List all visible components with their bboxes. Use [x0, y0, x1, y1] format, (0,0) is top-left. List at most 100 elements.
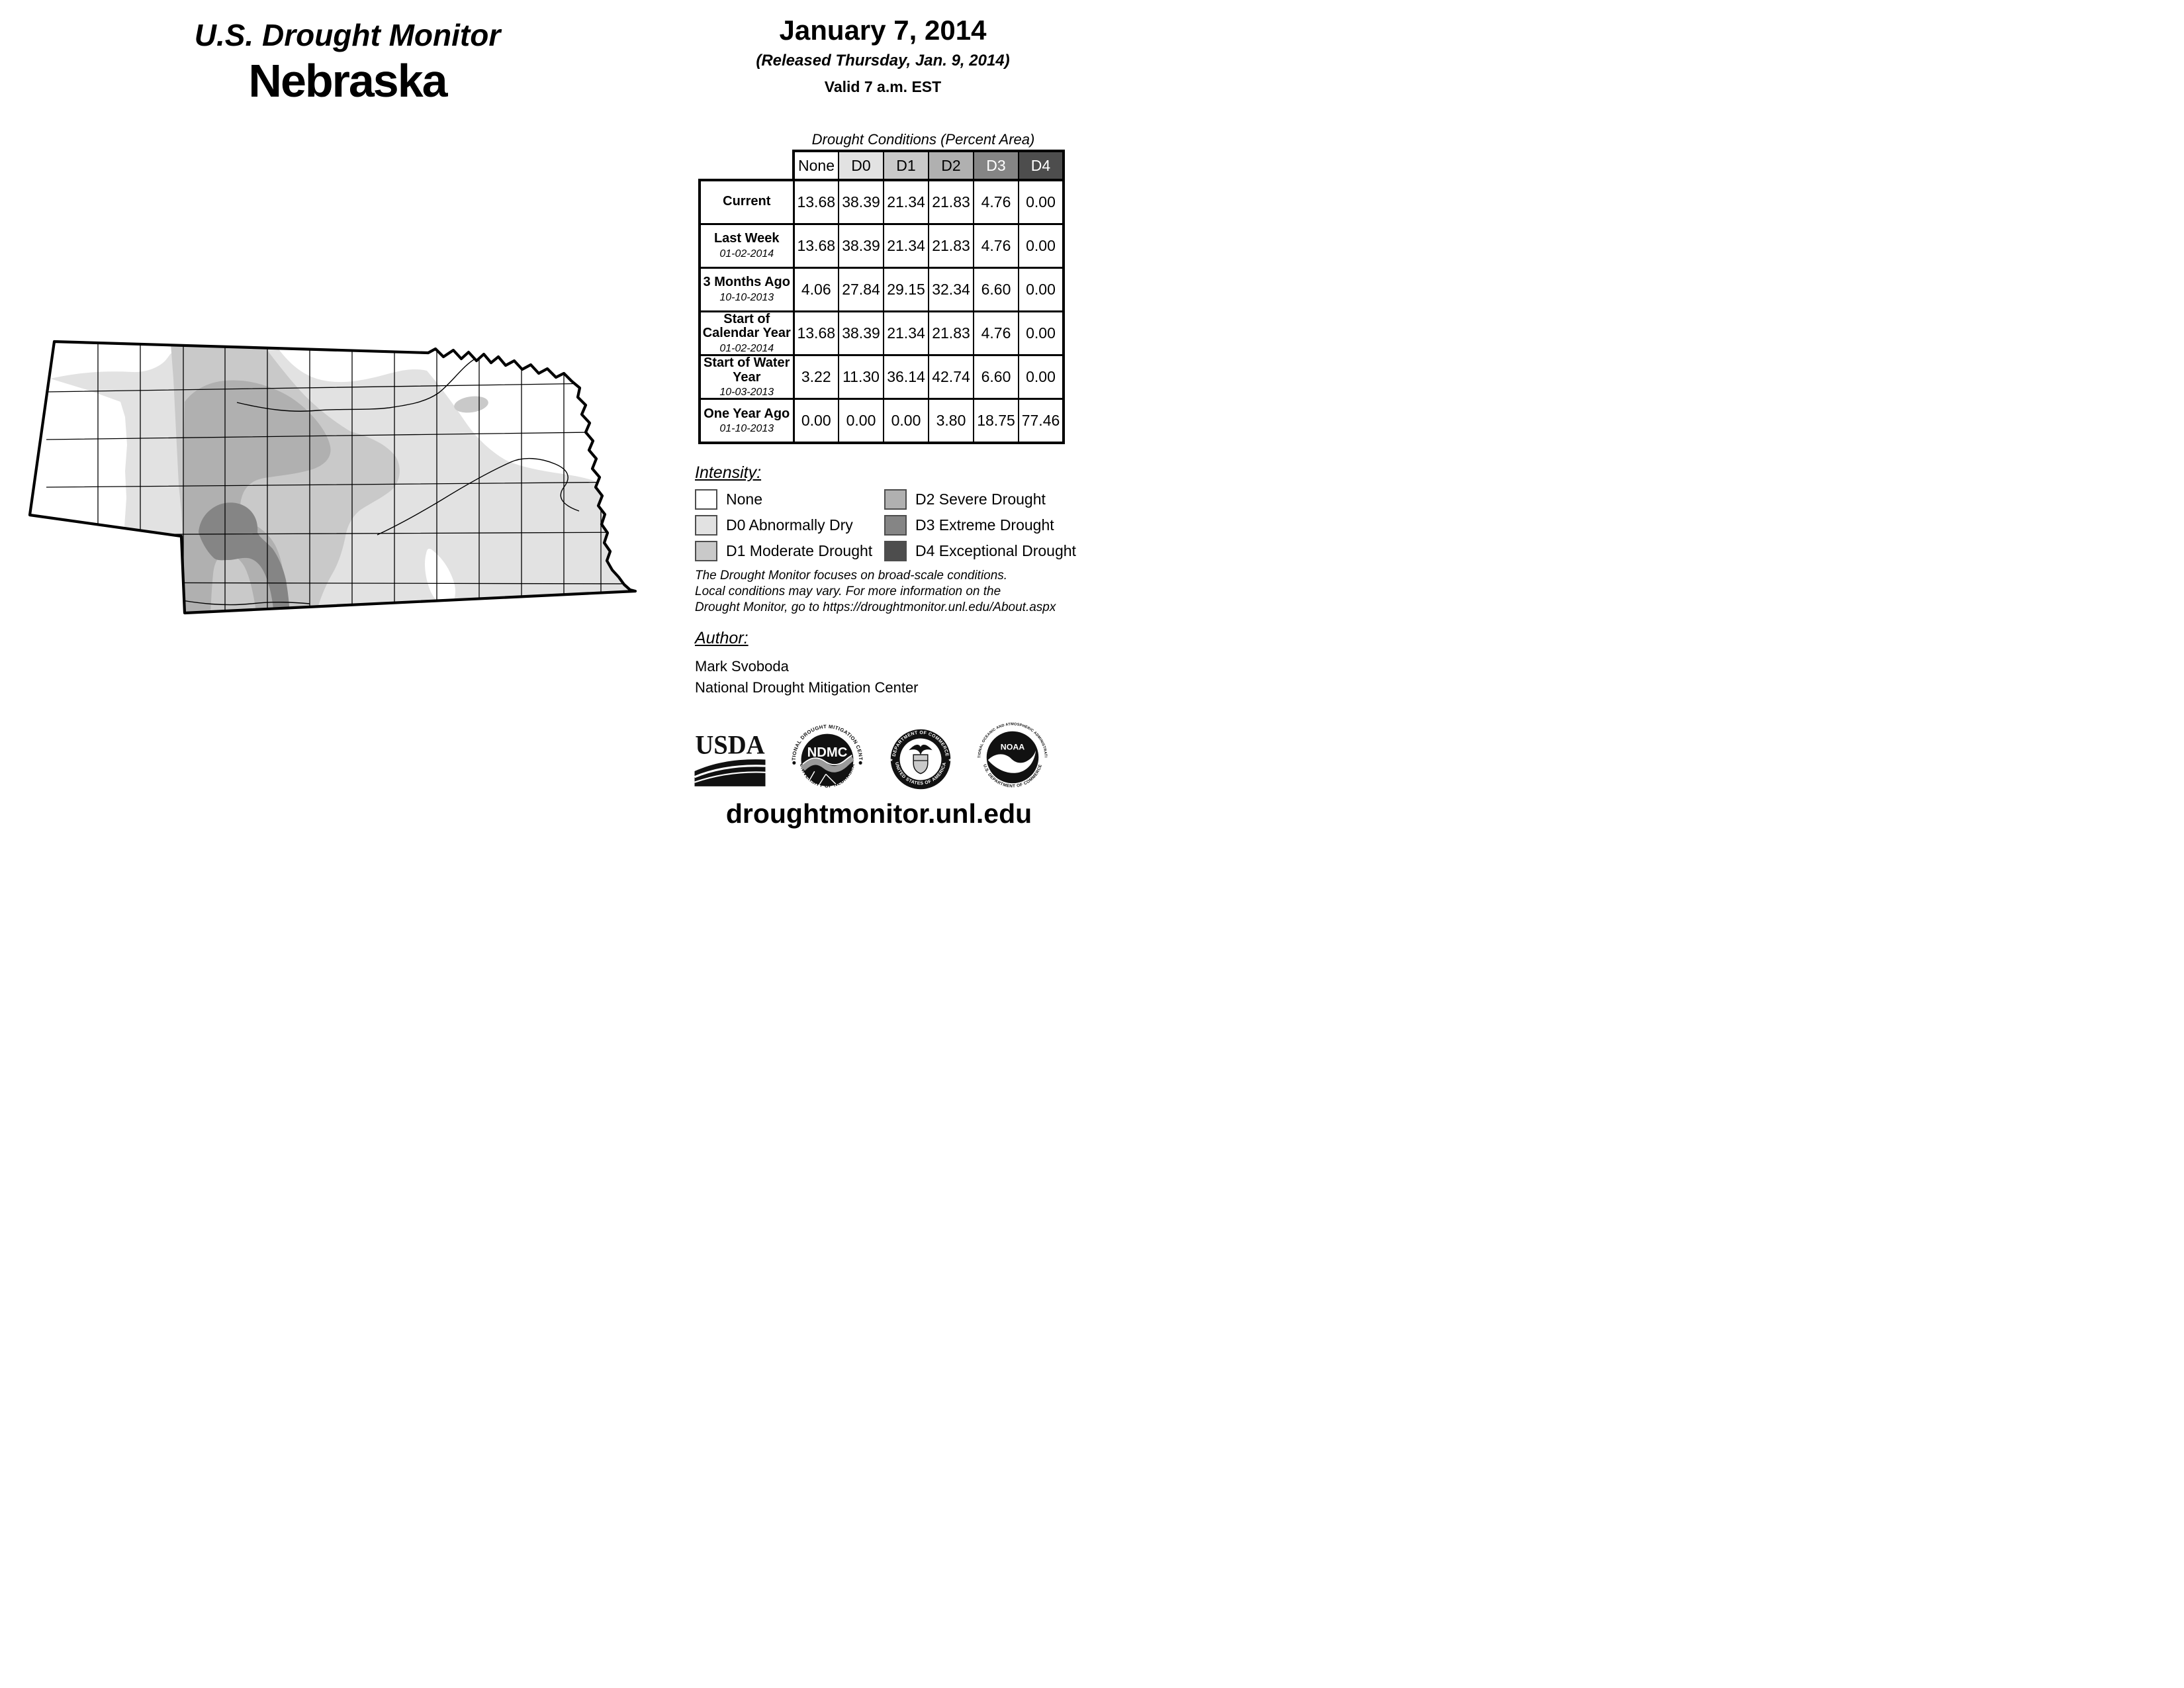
col-header-d0: D0	[838, 150, 884, 181]
value-cell: 18.75	[973, 398, 1019, 444]
state-outline	[28, 340, 637, 615]
table-corner-cell	[700, 151, 794, 180]
table-title: Drought Conditions (Percent Area)	[811, 131, 1035, 148]
value-cell: 29.15	[883, 266, 929, 312]
value-cell: 0.00	[1018, 266, 1065, 312]
row-label: Start of Calendar Year 01-02-2014	[698, 310, 795, 356]
table-row: Current 13.68 38.39 21.34 21.83 4.76 0.0…	[698, 179, 1065, 225]
value-cell: 4.76	[973, 222, 1019, 269]
value-cell: 0.00	[838, 398, 884, 444]
value-cell: 6.60	[973, 353, 1019, 400]
value-cell: 27.84	[838, 266, 884, 312]
value-cell: 21.83	[928, 310, 974, 356]
legend-label: D0 Abnormally Dry	[726, 516, 853, 534]
table-row: Last Week 01-02-2014 13.68 38.39 21.34 2…	[698, 222, 1065, 269]
report-title: U.S. Drought Monitor	[194, 18, 501, 52]
usda-logo-text: USDA	[695, 730, 764, 760]
table-row: One Year Ago 01-10-2013 0.00 0.00 0.00 3…	[698, 398, 1065, 444]
doc-shield	[913, 754, 929, 774]
ndmc-circle	[801, 733, 854, 786]
row-label: 3 Months Ago 10-10-2013	[698, 266, 795, 312]
value-cell: 13.68	[793, 179, 839, 225]
value-cell: 6.60	[973, 266, 1019, 312]
value-cell: 0.00	[1018, 353, 1065, 400]
value-cell: 13.68	[793, 310, 839, 356]
drought-conditions-table: None D0 D1 D2 D3 D4 Current 13.68 38.39 …	[698, 150, 1065, 444]
doc-star-left: ★	[889, 758, 893, 763]
legend-swatch-none	[695, 489, 717, 510]
disclaimer-line: Local conditions may vary. For more info…	[695, 585, 1001, 598]
value-cell: 32.34	[928, 266, 974, 312]
date-block: January 7, 2014 (Released Thursday, Jan.…	[699, 15, 1067, 96]
value-cell: 21.34	[883, 222, 929, 269]
legend-label: D2 Severe Drought	[915, 491, 1046, 508]
author-organization: National Drought Mitigation Center	[695, 679, 919, 696]
value-cell: 13.68	[793, 222, 839, 269]
platte-river	[377, 457, 580, 536]
value-cell: 21.34	[883, 310, 929, 356]
legend-swatch-d0	[695, 515, 717, 536]
table-header-row: None D0 D1 D2 D3 D4	[700, 150, 1065, 181]
row-date: 10-10-2013	[719, 291, 774, 303]
value-cell: 36.14	[883, 353, 929, 400]
doc-star-right: ★	[948, 758, 952, 763]
row-label-text: Start of Calendar Year	[702, 311, 791, 341]
drought-monitor-page: U.S. Drought Monitor Nebraska January 7,…	[0, 0, 1092, 844]
value-cell: 0.00	[1018, 310, 1065, 356]
value-cell: 21.83	[928, 179, 974, 225]
valid-time: Valid 7 a.m. EST	[824, 78, 942, 95]
legend-item-d1: D1 Moderate Drought	[695, 541, 872, 561]
row-label-text: One Year Ago	[704, 406, 790, 421]
value-cell: 42.74	[928, 353, 974, 400]
row-label-text: Last Week	[713, 231, 780, 246]
value-cell: 21.83	[928, 222, 974, 269]
legend-swatch-d3	[884, 515, 907, 536]
col-header-d1: D1	[883, 150, 929, 181]
legend-heading: Intensity:	[695, 463, 762, 482]
col-header-d2: D2	[928, 150, 974, 181]
ndmc-facet-lines	[808, 771, 837, 786]
ndmc-center-text: NDMC	[807, 745, 848, 760]
ndmc-logo: NATIONAL DROUGHT MITIGATION CENTER UNIVE…	[783, 712, 870, 804]
map-d1-patch-northeast	[454, 396, 488, 413]
row-label: Current	[698, 179, 795, 225]
map-svg	[28, 340, 637, 615]
value-cell: 38.39	[838, 222, 884, 269]
disclaimer: The Drought Monitor focuses on broad-sca…	[695, 568, 1056, 616]
table-row: 3 Months Ago 10-10-2013 4.06 27.84 29.15…	[698, 266, 1065, 312]
value-cell: 4.76	[973, 310, 1019, 356]
legend-item-d3: D3 Extreme Drought	[884, 515, 1054, 536]
footer-url: droughtmonitor.unl.edu	[725, 798, 1032, 829]
noaa-seagull	[987, 750, 1036, 773]
nebraska-drought-map	[26, 339, 642, 624]
row-date: 01-02-2014	[719, 248, 774, 259]
legend-label: D1 Moderate Drought	[726, 542, 873, 559]
value-cell: 0.00	[1018, 179, 1065, 225]
usda-logo: USDA	[692, 727, 768, 791]
value-cell: 21.34	[883, 179, 929, 225]
table-row: Start of Calendar Year 01-02-2014 13.68 …	[698, 310, 1065, 356]
noaa-circle	[986, 731, 1039, 784]
row-label: Last Week 01-02-2014	[698, 222, 795, 269]
usda-swoosh-line	[694, 771, 766, 783]
legend-swatch-d4	[884, 541, 907, 561]
doc-eagle	[909, 744, 933, 755]
row-label-text: Current	[723, 194, 771, 209]
row-date: 10-03-2013	[719, 387, 774, 399]
legend-label: D4 Exceptional Drought	[915, 542, 1076, 559]
legend-item-d0: D0 Abnormally Dry	[695, 515, 853, 536]
value-cell: 0.00	[1018, 222, 1065, 269]
row-label-text: Start of Water Year	[704, 355, 790, 385]
ndmc-wave	[800, 755, 854, 773]
row-label-text: 3 Months Ago	[703, 275, 790, 290]
value-cell: 0.00	[793, 398, 839, 444]
river-lines	[170, 358, 580, 606]
map-date: January 7, 2014	[779, 15, 987, 46]
legend-swatch-d2	[884, 489, 907, 510]
value-cell: 11.30	[838, 353, 884, 400]
table-row: Start of Water Year 10-03-2013 3.22 11.3…	[698, 353, 1065, 400]
disclaimer-line: The Drought Monitor focuses on broad-sca…	[695, 569, 1008, 583]
commerce-seal-logo: DEPARTMENT OF COMMERCE UNITED STATES OF …	[882, 720, 960, 802]
legend-item-none: None	[695, 489, 762, 510]
legend-label: D3 Extreme Drought	[915, 516, 1054, 534]
